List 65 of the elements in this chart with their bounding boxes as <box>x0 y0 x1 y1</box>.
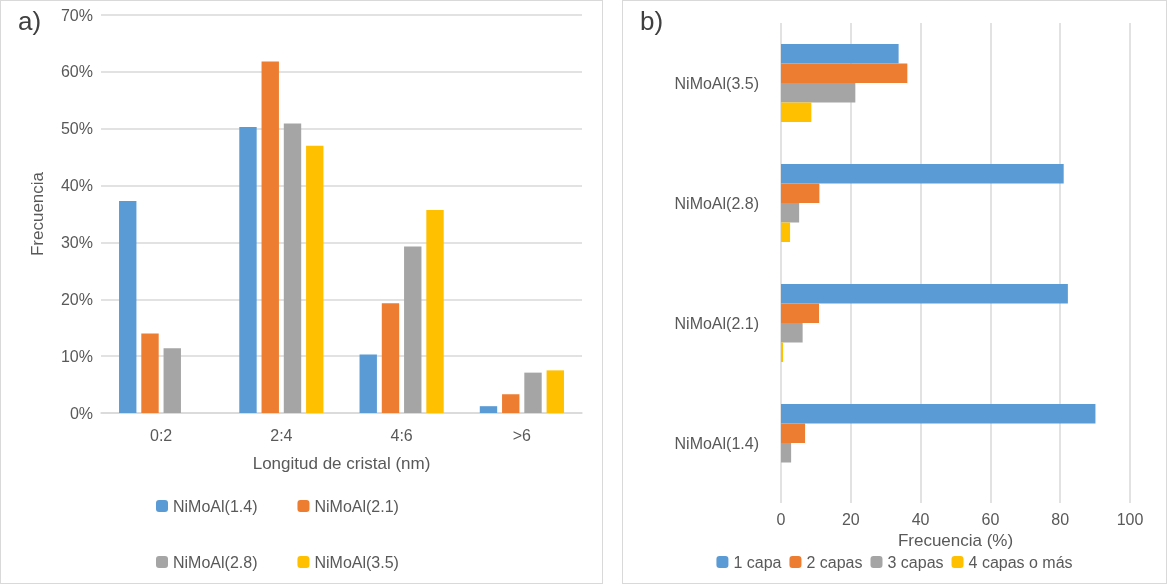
x-tick-label: 60 <box>981 510 1000 528</box>
y-tick-label: 60% <box>60 63 93 81</box>
y-tick-label: 50% <box>60 120 93 138</box>
x-tick-label: 0:2 <box>150 426 173 444</box>
y-tick-label: 10% <box>60 347 93 365</box>
bar <box>524 372 542 413</box>
y-tick-label: 0% <box>69 404 93 422</box>
chart-title: a) <box>18 6 42 36</box>
y-tick-label: NiMoAl(1.4) <box>674 434 759 452</box>
x-tick-label: >6 <box>512 426 532 444</box>
bar <box>502 394 520 413</box>
y-tick-label: NiMoAl(3.5) <box>674 74 759 92</box>
x-tick-label: 0 <box>776 510 786 528</box>
bar <box>426 210 444 413</box>
chart-title: b) <box>640 6 664 36</box>
legend-label: NiMoAl(3.5) <box>314 553 399 571</box>
y-tick-label: NiMoAl(2.1) <box>674 314 759 332</box>
y-tick-label: 20% <box>60 290 93 308</box>
bar <box>781 284 1068 304</box>
y-axis-title: Frecuencia <box>28 171 47 257</box>
bar <box>381 303 400 413</box>
x-tick-label: 80 <box>1051 510 1070 528</box>
bar <box>404 246 422 413</box>
x-tick-label: 20 <box>841 510 860 528</box>
bar <box>781 404 1096 424</box>
bar <box>239 127 257 413</box>
x-tick-label: 40 <box>911 510 930 528</box>
bar <box>119 200 137 413</box>
legend-label: NiMoAl(2.8) <box>173 553 258 571</box>
bar <box>781 183 820 203</box>
bar <box>261 61 279 413</box>
bar <box>283 123 302 413</box>
bar <box>141 333 159 413</box>
legend-label: NiMoAl(2.1) <box>314 497 399 515</box>
x-tick-label: 100 <box>1116 510 1144 528</box>
bar <box>781 323 803 343</box>
bar <box>359 354 377 413</box>
legend-label: 1 capa <box>733 553 782 571</box>
x-axis-title: Frecuencia (%) <box>897 530 1014 550</box>
legend-label: NiMoAl(1.4) <box>173 497 258 515</box>
bar <box>546 370 564 413</box>
x-tick-label: 4:6 <box>390 426 413 444</box>
y-tick-label: 70% <box>60 6 93 24</box>
bar <box>781 63 908 83</box>
legend-label: 3 capas <box>887 553 944 571</box>
x-axis-title: Longitud de cristal (nm) <box>252 454 431 473</box>
bar <box>781 83 856 103</box>
bar <box>781 303 820 323</box>
bar <box>781 342 784 362</box>
legend-label: 2 capas <box>806 553 863 571</box>
legend-label: 4 capas o más <box>968 553 1073 571</box>
bar <box>781 44 899 64</box>
y-tick-label: 40% <box>60 177 93 195</box>
y-tick-label: 30% <box>60 233 93 251</box>
bar <box>306 145 324 413</box>
bar <box>163 348 181 413</box>
y-tick-label: NiMoAl(2.8) <box>674 194 759 212</box>
bar <box>781 203 800 223</box>
bar <box>781 164 1064 184</box>
bar <box>479 406 498 413</box>
x-tick-label: 2:4 <box>270 426 293 444</box>
bar <box>781 222 791 242</box>
bar <box>781 102 812 122</box>
bar <box>781 443 792 463</box>
bar <box>781 423 806 443</box>
